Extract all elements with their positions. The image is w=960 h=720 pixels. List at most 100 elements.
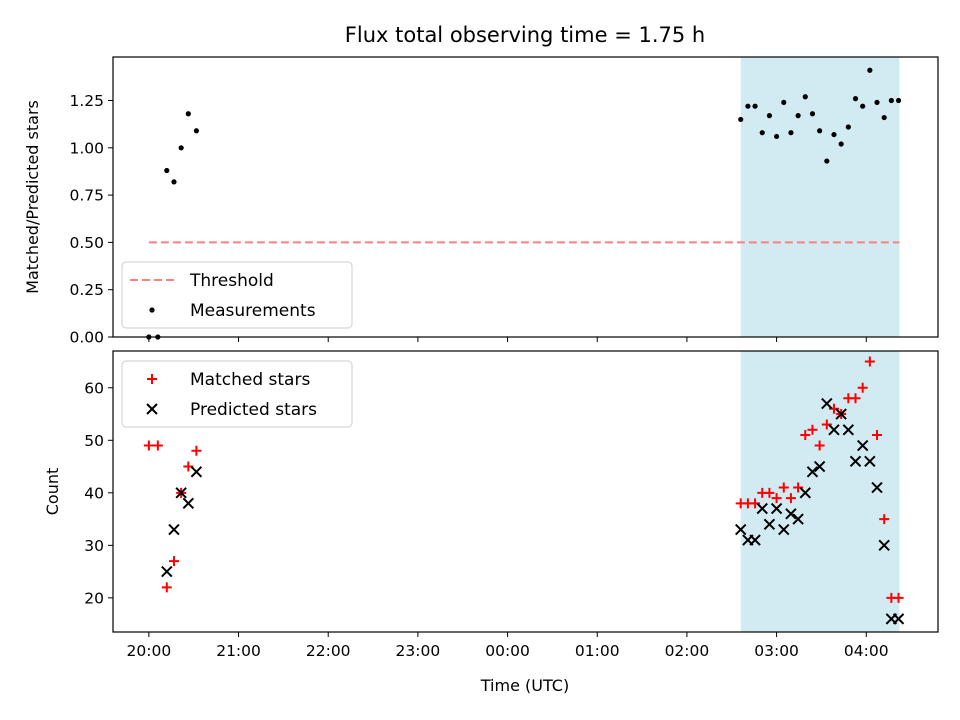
predicted-star-point	[161, 565, 173, 578]
bottom-y-tick-label: 40	[84, 484, 104, 502]
predicted-star-point	[821, 397, 833, 410]
matched-star-point	[800, 430, 811, 441]
matched-star-point	[778, 482, 789, 493]
matched-star-point	[857, 382, 868, 393]
x-tick-label: 21:00	[216, 642, 261, 660]
predicted-star-point	[871, 481, 883, 494]
predicted-star-point	[828, 424, 840, 436]
measurement-point	[193, 128, 199, 134]
bottom-y-tick-label: 30	[84, 537, 104, 555]
top-y-axis-label: Matched/Predicted stars	[23, 100, 42, 294]
top-y-tick-label: 0.50	[69, 234, 104, 252]
predicted-star-point	[842, 424, 855, 436]
bottom-legend: Matched stars Predicted stars	[121, 360, 353, 428]
bottom-series-predicted-stars	[161, 397, 905, 625]
matched-star-point	[850, 393, 861, 404]
measurement-point	[766, 113, 773, 119]
x-axis-label: Time (UTC)	[480, 676, 569, 695]
measurement-point	[817, 128, 823, 134]
x-tick-label: 01:00	[575, 642, 620, 660]
matched-star-point	[807, 424, 818, 435]
predicted-star-point	[849, 455, 862, 468]
matched-star-point	[168, 556, 179, 567]
matched-star-point	[864, 356, 875, 367]
predicted-star-point	[785, 508, 797, 520]
matched-star-point	[191, 445, 202, 456]
top-y-tick-label: 0.75	[69, 187, 104, 205]
predicted-star-point	[892, 613, 905, 625]
top-observing-window-band	[740, 57, 900, 337]
bottom-y-tick-label: 50	[84, 432, 104, 450]
measurement-point	[759, 130, 765, 136]
measurement-point	[888, 97, 894, 104]
x-tick-label: 02:00	[665, 642, 710, 660]
legend-label: Threshold	[189, 271, 274, 291]
measurement-point	[795, 113, 801, 119]
predicted-star-point	[806, 466, 819, 478]
top-axes-frame	[112, 56, 939, 338]
measurement-point	[178, 145, 184, 151]
chart-title: Flux total observing time = 1.75 h	[345, 23, 705, 47]
measurement-point	[895, 97, 902, 104]
predicted-star-point	[756, 502, 768, 515]
measurement-point	[831, 131, 837, 138]
predicted-star-point	[175, 487, 187, 499]
bottom-observing-window-band	[740, 351, 900, 632]
x-tick-label: 23:00	[396, 642, 441, 660]
measurement-point	[845, 124, 851, 130]
top-legend-box	[121, 261, 353, 329]
x-tick-label: 00:00	[485, 642, 530, 660]
predicted-star-point	[856, 439, 869, 452]
predicted-star-point	[778, 523, 790, 536]
measurement-point	[171, 179, 177, 185]
x-tick-label: 20:00	[127, 642, 172, 660]
x-tick-label: 22:00	[306, 642, 351, 660]
legend-label: Measurements	[190, 301, 316, 321]
matched-star-point	[152, 440, 163, 451]
predicted-star-point	[182, 497, 195, 510]
legend-dot-swatch	[149, 307, 155, 313]
measurement-point	[824, 158, 830, 164]
measurement-point	[802, 94, 808, 100]
matched-star-point	[872, 430, 883, 441]
measurement-point	[738, 116, 744, 123]
legend-label: Predicted stars	[190, 400, 317, 420]
predicted-star-point	[864, 455, 876, 468]
legend-plus-swatch	[147, 374, 157, 384]
bottom-legend-box	[121, 360, 353, 428]
matched-star-point	[893, 592, 904, 603]
predicted-star-point	[878, 539, 890, 552]
bottom-y-axis-label: Count	[43, 468, 62, 516]
top-series-measurements	[146, 67, 902, 340]
bottom-axes-frame	[112, 350, 939, 633]
predicted-star-point	[168, 523, 180, 536]
top-y-tick-label: 1.25	[69, 92, 104, 110]
predicted-star-point	[799, 487, 811, 499]
predicted-star-point	[835, 408, 847, 420]
bottom-y-tick-label: 60	[84, 379, 104, 397]
x-tick-label: 04:00	[844, 642, 889, 660]
top-panel: 0.00 0.25 0.50 0.75 1.00 1.25 Matched/Predicte…	[23, 56, 939, 347]
legend-x-swatch	[146, 403, 158, 415]
bottom-series-matched-stars	[143, 356, 904, 603]
measurement-point	[773, 133, 780, 140]
matched-star-point	[143, 440, 154, 451]
measurement-point	[867, 67, 873, 73]
top-legend: Threshold Measurements	[121, 261, 353, 329]
predicted-star-point	[749, 534, 761, 546]
predicted-star-point	[792, 513, 804, 525]
measurement-point	[881, 114, 887, 121]
bottom-y-tick-label: 20	[84, 589, 104, 607]
measurement-point	[838, 141, 844, 147]
predicted-star-point	[770, 502, 783, 515]
matched-star-point	[879, 514, 890, 525]
measurement-point	[781, 99, 787, 106]
top-y-tick-label: 0.00	[69, 329, 104, 347]
matched-star-point	[161, 582, 172, 593]
matched-star-point	[771, 493, 782, 504]
measurement-point	[809, 111, 816, 117]
predicted-star-point	[763, 518, 776, 531]
legend-label: Matched stars	[190, 370, 310, 390]
measurement-point	[860, 103, 866, 109]
top-y-tick-label: 1.00	[69, 139, 104, 157]
